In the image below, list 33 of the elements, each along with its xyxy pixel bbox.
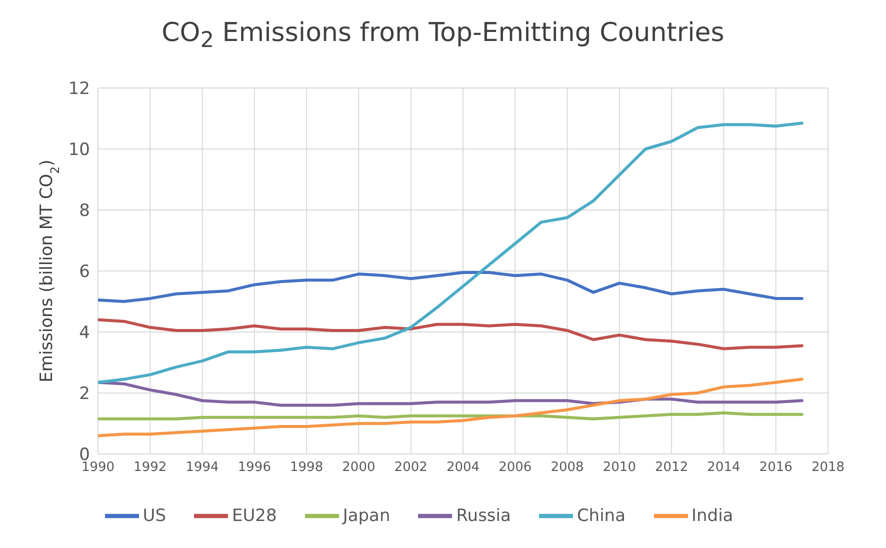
line-series: [98, 318, 804, 350]
x-tick-label: 2004: [446, 460, 480, 476]
legend-label: Japan: [342, 506, 390, 526]
y-tick-label: 2: [79, 384, 90, 404]
x-tick-label: 2016: [759, 460, 792, 476]
x-tick-label: 2012: [655, 460, 688, 476]
legend-label: China: [576, 506, 626, 526]
x-tick-label: 2002: [394, 460, 428, 476]
y-tick-label: 4: [79, 323, 90, 344]
legend-label: US: [142, 506, 166, 526]
x-tick-label: 1992: [134, 460, 167, 476]
x-tick-label: 1994: [186, 460, 219, 476]
y-tick-label: 12: [68, 79, 90, 100]
line-series: [98, 271, 804, 303]
line-series: [98, 411, 804, 420]
legend-label: Russia: [456, 506, 511, 526]
y-tick-label: 10: [68, 140, 90, 160]
x-tick-label: 2010: [602, 460, 636, 476]
y-tick-label: 6: [79, 262, 90, 282]
chart-title: CO$_{2}$ Emissions from Top-Emitting Countries: [160, 17, 726, 56]
x-tick-label: 1996: [238, 460, 271, 476]
x-tick-label: 2014: [707, 460, 740, 476]
x-tick-label: 2006: [498, 460, 532, 476]
line-series: [98, 380, 804, 407]
line-series: [98, 122, 804, 384]
x-tick-label: 2008: [550, 460, 584, 476]
x-tick-label: 1998: [290, 460, 324, 476]
line-series: [98, 378, 804, 438]
x-tick-label: 2018: [811, 460, 845, 476]
x-tick-label: 2000: [342, 460, 376, 476]
legend-label: India: [692, 506, 734, 526]
legend-label: EU28: [232, 506, 277, 526]
y-tick-label: 8: [79, 201, 90, 222]
